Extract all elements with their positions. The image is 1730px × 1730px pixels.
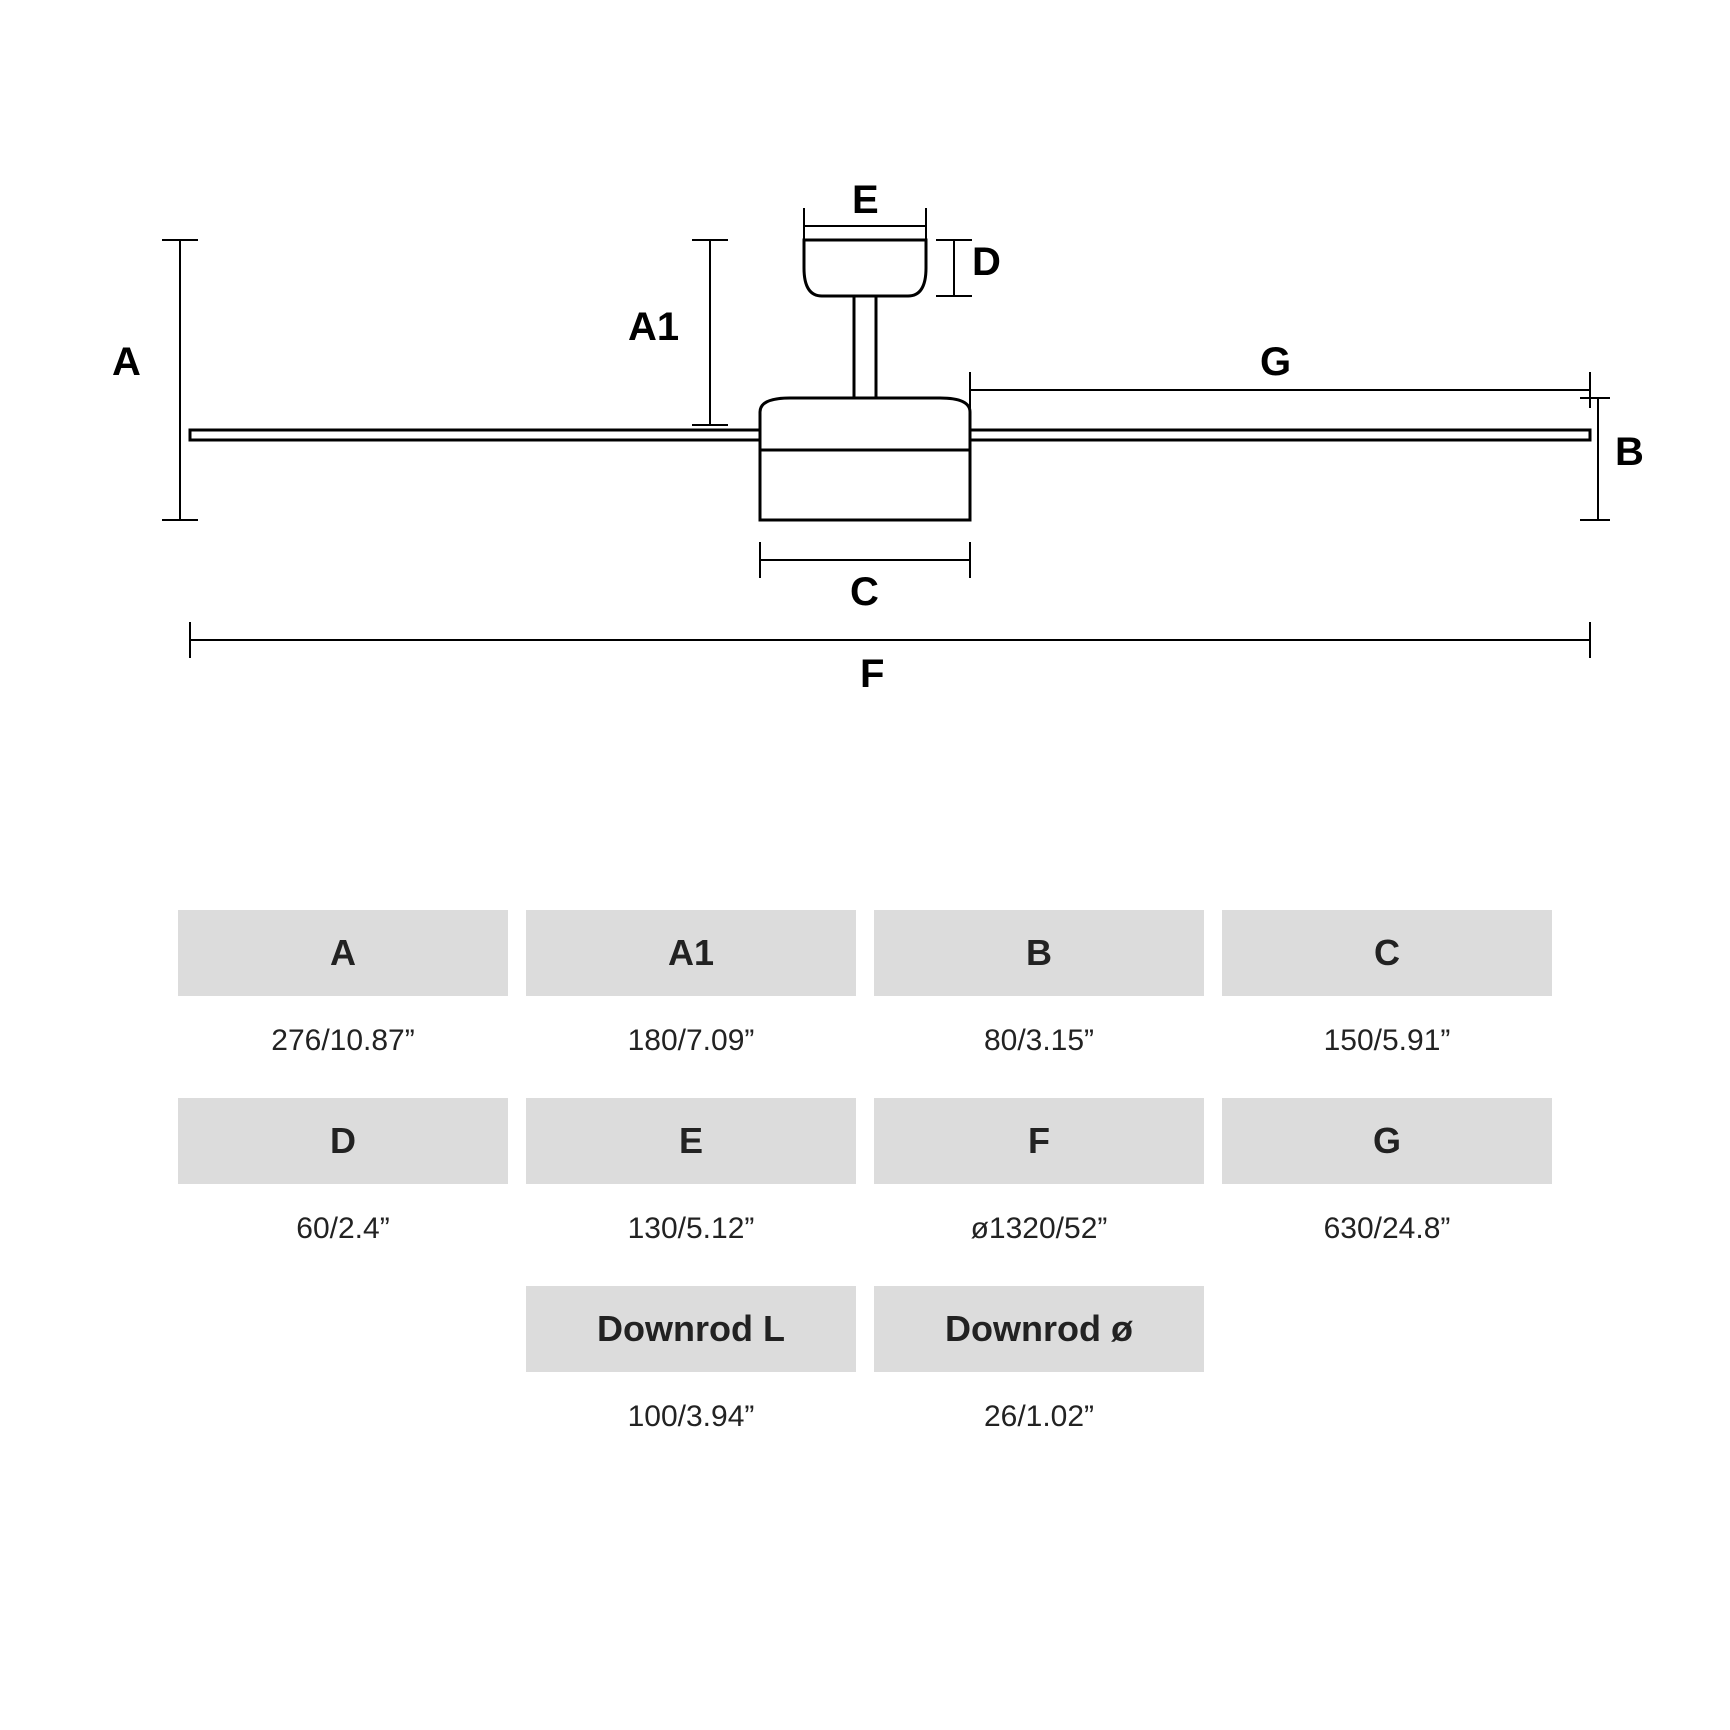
table-header-cell: E bbox=[526, 1098, 856, 1184]
table-value-cell: 150/5.91” bbox=[1222, 996, 1552, 1098]
label-A: A bbox=[112, 340, 141, 385]
fan-dimension-diagram: A A1 B C D E F G bbox=[120, 200, 1610, 750]
table-value-row: 276/10.87”180/7.09”80/3.15”150/5.91” bbox=[120, 996, 1610, 1098]
table-value-cell: 180/7.09” bbox=[526, 996, 856, 1098]
table-header-cell: B bbox=[874, 910, 1204, 996]
table-header-cell: A bbox=[178, 910, 508, 996]
table-value-cell: 130/5.12” bbox=[526, 1184, 856, 1286]
label-A1: A1 bbox=[628, 305, 679, 350]
table-value-cell: 276/10.87” bbox=[178, 996, 508, 1098]
table-value-cell: 80/3.15” bbox=[874, 996, 1204, 1098]
label-B: B bbox=[1615, 430, 1644, 475]
table-value-cell: 630/24.8” bbox=[1222, 1184, 1552, 1286]
table-header-cell: D bbox=[178, 1098, 508, 1184]
table-value-cell: 100/3.94” bbox=[526, 1372, 856, 1474]
table-value-cell: 26/1.02” bbox=[874, 1372, 1204, 1474]
table-value-cell: 60/2.4” bbox=[178, 1184, 508, 1286]
table-header-cell: G bbox=[1222, 1098, 1552, 1184]
table-header-cell: C bbox=[1222, 910, 1552, 996]
label-F: F bbox=[860, 652, 884, 697]
label-E: E bbox=[852, 178, 879, 223]
dimensions-table: AA1BC276/10.87”180/7.09”80/3.15”150/5.91… bbox=[120, 910, 1610, 1474]
table-value-row: 60/2.4”130/5.12”ø1320/52”630/24.8” bbox=[120, 1184, 1610, 1286]
table-header-cell: F bbox=[874, 1098, 1204, 1184]
table-value-cell: ø1320/52” bbox=[874, 1184, 1204, 1286]
table-header-cell: Downrod ø bbox=[874, 1286, 1204, 1372]
label-C: C bbox=[850, 570, 879, 615]
table-header-row: AA1BC bbox=[120, 910, 1610, 996]
table-value-row: 100/3.94”26/1.02” bbox=[120, 1372, 1610, 1474]
table-header-row: DEFG bbox=[120, 1098, 1610, 1184]
label-G: G bbox=[1260, 340, 1291, 385]
label-D: D bbox=[972, 240, 1001, 285]
table-header-row: Downrod LDownrod ø bbox=[120, 1286, 1610, 1372]
table-header-cell: A1 bbox=[526, 910, 856, 996]
table-header-cell: Downrod L bbox=[526, 1286, 856, 1372]
